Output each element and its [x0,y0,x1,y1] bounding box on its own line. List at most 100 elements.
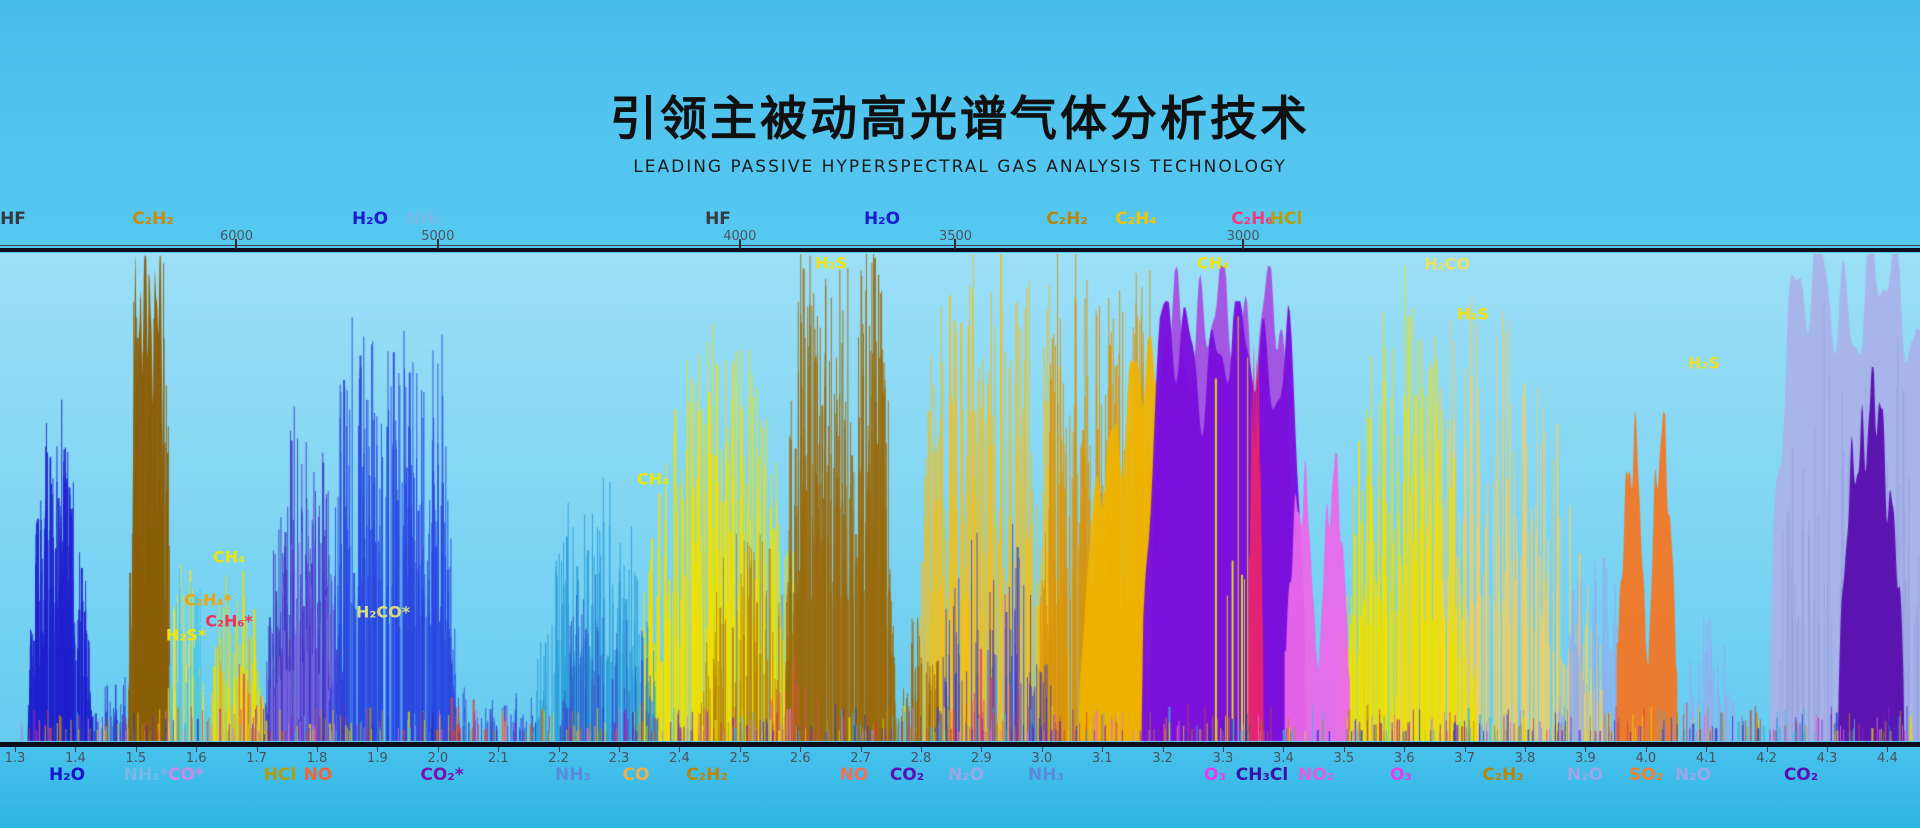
wavelength-tick-label: 3.8 [1514,751,1536,766]
wavelength-tick-label: 1.6 [185,751,207,766]
wavelength-tick-mark [437,747,439,752]
plot-gas-label-H₂S: H₂S [1457,304,1489,324]
wavelength-tick-label: 4.4 [1877,751,1898,766]
wavelength-axis-line [0,742,1920,747]
top-molecule-label-HCl: HCl [1269,209,1303,229]
bottom-gas-label-N₂O: N₂O [1566,765,1604,785]
wavelength-tick-label: 2.6 [789,751,811,766]
wavelength-tick-label: 3.0 [1031,751,1053,766]
bottom-gas-label-CO₂: CO₂ [889,765,925,785]
wavelength-tick-label: 3.4 [1273,751,1294,766]
top-molecule-label-C₂H₄: C₂H₄ [1115,209,1157,229]
wavelength-tick-label: 1.3 [4,751,26,766]
page-subtitle: LEADING PASSIVE HYPERSPECTRAL GAS ANALYS… [633,157,1287,177]
wavelength-tick-label: 3.1 [1091,751,1113,766]
plot-gas-label-H₂CO*: H₂CO* [355,602,411,622]
plot-gas-label-H₂CO: H₂CO [1424,254,1470,274]
bottom-gas-label-NH₃: NH₃ [555,765,591,785]
wavelength-tick-label: 4.1 [1695,751,1717,766]
wavelength-tick-mark [1766,747,1768,752]
wavelength-tick-mark [1645,747,1647,752]
wavelength-tick-mark [1041,747,1043,752]
wavelength-tick-label: 3.7 [1454,751,1475,766]
wavenumber-tick-label: 5000 [421,229,455,244]
wavelength-tick-label: 2.8 [910,751,932,766]
wavenumber-tick-label: 3500 [938,229,973,244]
wavelength-tick-mark [800,747,802,752]
bottom-gas-label-N₂O: N₂O [1674,765,1712,785]
wavelength-tick-label: 1.5 [125,751,147,766]
plot-gas-label-H₂S: H₂S [815,253,847,273]
top-molecule-label-C₂H₂: C₂H₂ [1046,209,1088,229]
wavelength-tick-label: 4.2 [1756,751,1777,766]
bottom-gas-label-O₃: O₃ [1204,765,1226,785]
wavelength-tick-mark [1283,747,1285,752]
wavelength-tick-mark [1585,747,1587,752]
bottom-gas-label-CH₃Cl: CH₃Cl [1235,765,1289,785]
wavelength-tick-mark [498,747,500,752]
wavelength-tick-mark [135,747,137,752]
wavelength-tick-mark [558,747,560,752]
wavelength-tick-label: 2.9 [971,751,992,766]
wavelength-tick-mark [1102,747,1104,752]
bottom-gas-label-SO₂: SO₂ [1628,765,1664,785]
bottom-gas-label-NO₂: NO₂ [1297,765,1335,785]
wavelength-tick-label: 4.3 [1816,751,1838,766]
bottom-gas-label-NH₃: NH₃ [1028,765,1064,785]
wavelength-tick-mark [1223,747,1224,752]
bottom-gas-label-N₂O: N₂O [947,765,985,785]
top-molecule-label-C₂H₂: C₂H₂ [132,209,174,229]
wavelength-tick-label: 1.8 [306,751,328,766]
wavelength-tick-mark [1887,747,1889,752]
wavelength-tick-mark [921,747,922,752]
wavenumber-tick-label: 4000 [723,229,757,244]
wavelength-tick-mark [1706,747,1708,752]
wavelength-tick-mark [196,747,198,752]
wavelength-tick-label: 2.7 [850,751,871,766]
wavelength-tick-label: 3.3 [1212,751,1234,766]
plot-gas-label-CH₄: CH₄ [212,547,246,567]
wavelength-tick-mark [679,747,681,752]
wavelength-tick-label: 3.6 [1393,751,1415,766]
wavelength-tick-mark [377,747,379,752]
wavelength-tick-label: 3.5 [1333,751,1355,766]
wavelength-tick-mark [1162,747,1164,752]
top-molecule-label-H₂O: H₂O [351,209,389,229]
wavenumber-tick-label: 3000 [1226,229,1260,244]
wavenumber-tick-mark [954,239,957,249]
wavenumber-axis-line-thin [0,245,1920,246]
top-molecule-label-NH₃: NH₃ [406,209,442,229]
wavelength-tick-label: 3.2 [1152,751,1173,766]
wavelength-tick-label: 2.4 [669,751,690,766]
plot-gas-label-H₂S*: H₂S* [165,625,207,645]
bottom-gas-label-HCl: HCl [263,765,297,785]
plot-gas-label-CH₄: CH₄ [1196,253,1230,273]
wavelength-tick-mark [1343,747,1345,752]
bottom-gas-label-C₂H₂: C₂H₂ [686,765,728,785]
bottom-gas-label-O₂: O₂ [0,765,1,785]
wavelength-tick-label: 2.5 [729,751,751,766]
wavelength-tick-mark [15,747,16,752]
wavelength-tick-label: 3.9 [1575,751,1596,766]
wavenumber-tick-mark [738,239,741,249]
page-title: 引领主被动高光谱气体分析技术 [610,92,1310,147]
bottom-gas-label-CO₂: CO₂ [1783,765,1819,785]
bottom-gas-label-NO: NO [839,765,869,785]
wavelength-tick-label: 4.0 [1635,751,1657,766]
bottom-gas-label-CO₂*: CO₂* [420,765,464,785]
wavelength-tick-mark [1404,747,1406,752]
wavelength-tick-mark [75,747,77,752]
wavelength-tick-mark [981,747,983,752]
plot-gas-label-C₂H₄*: C₂H₄* [184,590,232,610]
top-molecule-label-HF: HF [705,209,731,229]
wavenumber-tick-mark [1242,239,1245,249]
wavenumber-tick-mark [436,239,439,249]
bottom-gas-label-NH₃*: NH₃* [123,765,169,785]
wavelength-tick-mark [1525,747,1526,752]
wavelength-tick-mark [1464,747,1466,752]
wavelength-tick-label: 2.1 [487,751,509,766]
bottom-gas-label-CO: CO [622,765,650,785]
plot-gas-label-H₂S: H₂S [1688,353,1720,373]
